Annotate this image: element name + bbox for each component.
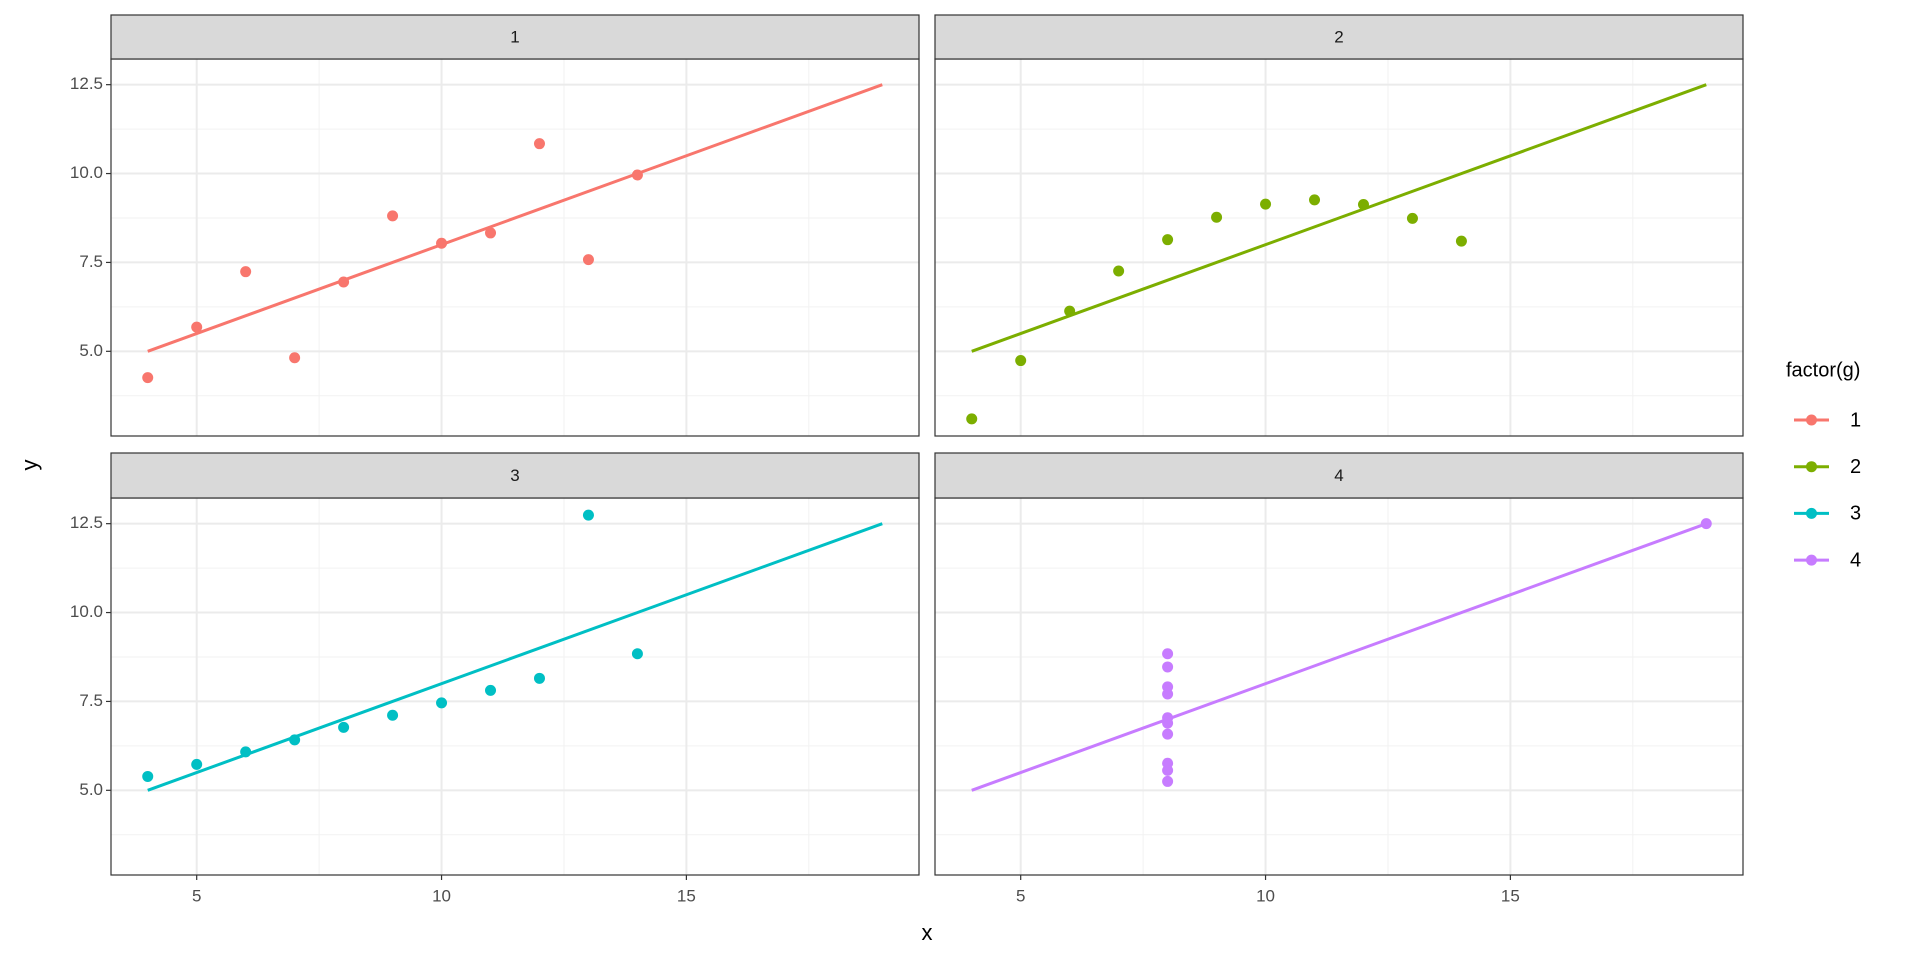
point [1357, 198, 1369, 210]
x-axis-title: x [922, 920, 933, 945]
point [436, 237, 448, 249]
point [1162, 681, 1174, 693]
y-tick-label: 7.5 [79, 691, 103, 710]
legend-key-point [1806, 414, 1817, 426]
point [966, 413, 978, 425]
y-tick-label: 12.5 [70, 513, 103, 532]
y-tick-label: 12.5 [70, 74, 103, 93]
point [240, 746, 252, 758]
point [1260, 198, 1272, 210]
point [1113, 265, 1125, 277]
fit-line [147, 83, 883, 353]
legend-label: 1 [1850, 409, 1861, 431]
x-tick-label: 5 [1016, 886, 1025, 905]
legend-label: 3 [1850, 503, 1861, 525]
strip-label: 1 [510, 27, 519, 46]
point [387, 210, 399, 222]
point [1309, 194, 1321, 206]
point [1162, 661, 1174, 673]
point [485, 227, 497, 239]
point [533, 138, 545, 150]
x-tick-label: 10 [1256, 886, 1275, 905]
strip [934, 14, 1744, 60]
point [142, 770, 154, 782]
y-tick-label: 5.0 [79, 341, 103, 360]
fit-line [147, 522, 883, 792]
point [338, 721, 350, 733]
panel-background [935, 498, 1743, 875]
strip [110, 452, 920, 499]
point [289, 352, 301, 364]
panel-background [111, 59, 919, 436]
strip-label: 3 [510, 466, 519, 485]
legend-label: 2 [1850, 456, 1861, 478]
point [1700, 518, 1712, 530]
point [485, 684, 497, 696]
point [1455, 235, 1467, 247]
point [436, 697, 448, 709]
x-tick-label: 10 [432, 886, 451, 905]
point [1162, 775, 1174, 787]
legend-key-point [1806, 554, 1817, 566]
y-tick-label: 5.0 [79, 780, 103, 799]
strip-label: 2 [1334, 27, 1343, 46]
legend-key-point [1806, 507, 1817, 519]
point [191, 321, 203, 333]
point [533, 672, 545, 684]
point [1064, 305, 1076, 317]
fit-line [971, 83, 1707, 353]
point [582, 509, 594, 521]
legend-key-point [1806, 461, 1817, 473]
point [387, 709, 399, 721]
point [1162, 648, 1174, 660]
x-tick-label: 5 [192, 886, 201, 905]
point [631, 648, 643, 660]
point [1162, 234, 1174, 246]
point [142, 372, 154, 384]
x-tick-label: 15 [677, 886, 696, 905]
point [191, 758, 203, 770]
y-tick-label: 10.0 [70, 602, 103, 621]
panel-background [111, 498, 919, 875]
legend-title: factor(g) [1786, 359, 1860, 381]
strip-label: 4 [1334, 466, 1343, 485]
y-tick-label: 10.0 [70, 163, 103, 182]
y-axis-title: y [17, 460, 42, 471]
point [582, 254, 594, 266]
x-tick-label: 15 [1501, 886, 1520, 905]
panel-background [935, 59, 1743, 436]
y-tick-label: 7.5 [79, 252, 103, 271]
point [240, 266, 252, 278]
strip [934, 452, 1744, 499]
point [1162, 717, 1174, 729]
point [1162, 764, 1174, 776]
point [631, 169, 643, 181]
legend-label: 4 [1850, 549, 1861, 571]
point [1015, 355, 1027, 367]
fit-line [971, 522, 1707, 792]
point [1406, 212, 1418, 224]
strip [110, 14, 920, 60]
point [1211, 211, 1223, 223]
point [1162, 728, 1174, 740]
point [289, 734, 301, 746]
point [338, 276, 350, 288]
